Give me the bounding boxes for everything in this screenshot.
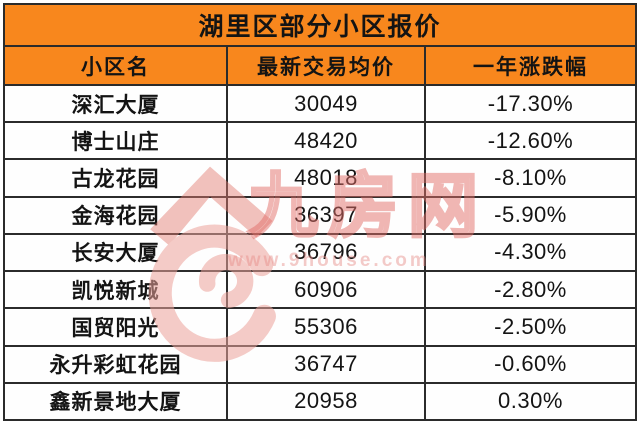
yearly-change-cell: -0.60% <box>426 346 635 382</box>
price-table: 湖里区部分小区报价 小区名 最新交易均价 一年涨跌幅 深汇大厦 30049 -17.… <box>3 3 637 421</box>
avg-price-cell: 36747 <box>228 346 424 382</box>
community-name-cell: 金海花园 <box>5 197 226 233</box>
community-name-cell: 凯悦新城 <box>5 272 226 308</box>
avg-price-cell: 48420 <box>228 123 424 159</box>
column-header-community: 小区名 <box>5 47 226 84</box>
community-name-cell: 博士山庄 <box>5 123 226 159</box>
table-title: 湖里区部分小区报价 <box>5 5 635 45</box>
yearly-change-cell: -2.80% <box>426 272 635 308</box>
community-name-cell: 国贸阳光 <box>5 309 226 345</box>
community-name-cell: 深汇大厦 <box>5 86 226 122</box>
yearly-change-cell: -12.60% <box>426 123 635 159</box>
avg-price-cell: 30049 <box>228 86 424 122</box>
community-name-cell: 鑫新景地大厦 <box>5 383 226 419</box>
yearly-change-cell: -17.30% <box>426 86 635 122</box>
yearly-change-cell: -5.90% <box>426 197 635 233</box>
community-name-cell: 永升彩虹花园 <box>5 346 226 382</box>
avg-price-cell: 48018 <box>228 160 424 196</box>
yearly-change-cell: 0.30% <box>426 383 635 419</box>
yearly-change-cell: -8.10% <box>426 160 635 196</box>
column-header-avg-price: 最新交易均价 <box>228 47 424 84</box>
yearly-change-cell: -4.30% <box>426 234 635 271</box>
column-header-yearly-change: 一年涨跌幅 <box>426 47 635 84</box>
community-name-cell: 古龙花园 <box>5 160 226 196</box>
yearly-change-cell: -2.50% <box>426 309 635 345</box>
avg-price-cell: 36397 <box>228 197 424 233</box>
community-name-cell: 长安大厦 <box>5 234 226 271</box>
avg-price-cell: 55306 <box>228 309 424 345</box>
avg-price-cell: 60906 <box>228 272 424 308</box>
avg-price-cell: 36796 <box>228 234 424 271</box>
avg-price-cell: 20958 <box>228 383 424 419</box>
